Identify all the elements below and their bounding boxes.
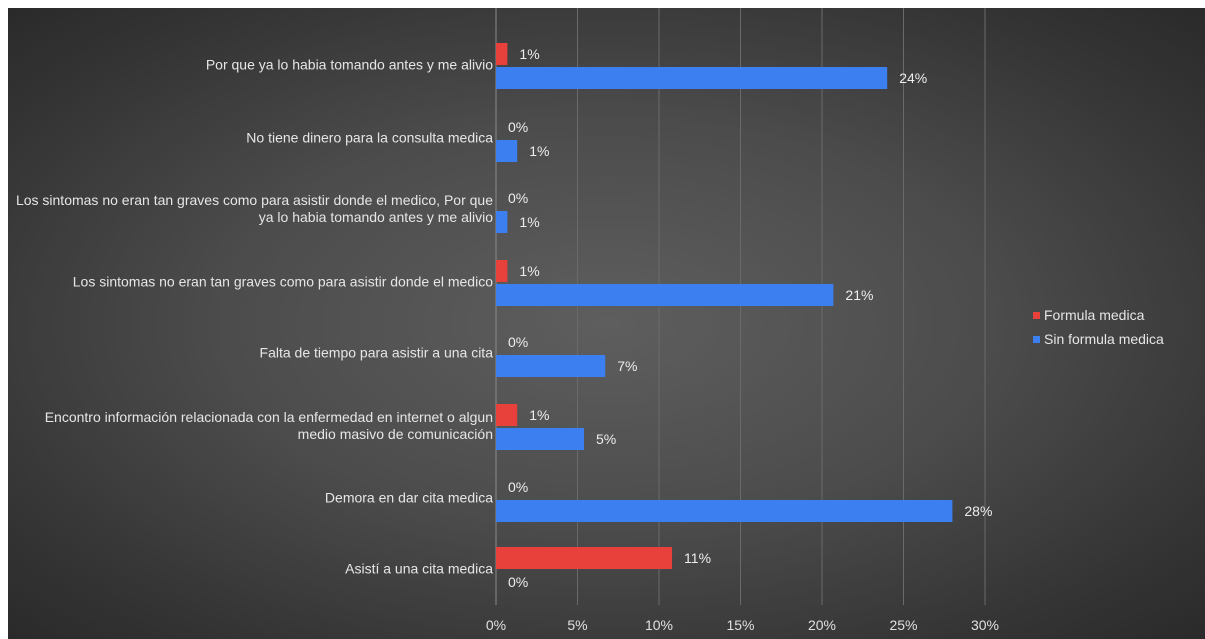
bar-sin-formula-medica [496, 140, 518, 162]
category-label: Asistí a una cita medica [345, 560, 493, 577]
data-label-sin-formula: 1% [519, 214, 539, 230]
x-tick-label: 0% [486, 617, 506, 633]
category-label: Demora en dar cita medica [324, 489, 493, 506]
legend-swatch-blue [1033, 335, 1040, 343]
data-label-formula: 1% [529, 407, 549, 423]
data-label-formula: 1% [519, 46, 539, 62]
category-label: Encontro información relacionada con la … [44, 409, 493, 442]
bar-sin-formula-medica [496, 67, 888, 89]
bar-formula-medica [496, 404, 518, 426]
data-label-sin-formula: 21% [845, 287, 873, 303]
category-label: Falta de tiempo para asistir a una cita [259, 344, 493, 361]
x-tick-label: 20% [808, 617, 836, 633]
chart-area: 0% 5% 10% 15% 20% 25% 30% 1% 24% 0% 1% 0% 1% 1% 21% 0% 7… [8, 8, 1205, 639]
data-label-sin-formula: 5% [596, 431, 616, 447]
category-label: Los sintomas no eran tan graves como par… [72, 273, 493, 290]
legend-item-sin-formula: Sin formula medica [1033, 327, 1164, 351]
bar-formula-medica [496, 547, 673, 569]
legend: Formula medica Sin formula medica [1033, 303, 1164, 351]
legend-item-formula: Formula medica [1033, 303, 1164, 327]
data-label-formula: 0% [508, 479, 528, 495]
x-tick-label: 5% [567, 617, 587, 633]
bar-sin-formula-medica [496, 428, 585, 450]
legend-swatch-red [1033, 311, 1040, 319]
bar-sin-formula-medica [496, 500, 953, 522]
data-label-formula: 0% [508, 190, 528, 206]
data-label-formula: 11% [684, 550, 711, 566]
data-label-sin-formula: 24% [899, 70, 927, 86]
bar-chart: 0% 5% 10% 15% 20% 25% 30%1%24%0%1%0%1%1%21%0%7… [486, 8, 999, 633]
bar-formula-medica [496, 43, 508, 65]
bar-sin-formula-medica [496, 211, 508, 233]
data-label-sin-formula: 7% [617, 358, 637, 374]
category-label: Los sintomas no eran tan graves como par… [15, 192, 493, 225]
category-label: Por que ya lo habia tomando antes y me a… [205, 56, 493, 73]
bar-sin-formula-medica [496, 355, 606, 377]
data-label-formula: 0% [508, 119, 528, 135]
x-tick-label: 10% [645, 617, 673, 633]
bar-sin-formula-medica [496, 284, 834, 306]
data-label-sin-formula: 28% [964, 503, 992, 519]
data-label-formula: 1% [519, 263, 539, 279]
data-label-sin-formula: 0% [508, 574, 528, 590]
x-tick-label: 30% [971, 617, 999, 633]
legend-label: Sin formula medica [1044, 331, 1164, 347]
data-label-formula: 0% [508, 334, 528, 350]
data-label-sin-formula: 1% [529, 143, 549, 159]
x-tick-label: 15% [726, 617, 754, 633]
legend-label: Formula medica [1044, 307, 1145, 323]
x-tick-label: 25% [889, 617, 917, 633]
category-label: No tiene dinero para la consulta medica [246, 129, 493, 146]
bar-formula-medica [496, 260, 508, 282]
